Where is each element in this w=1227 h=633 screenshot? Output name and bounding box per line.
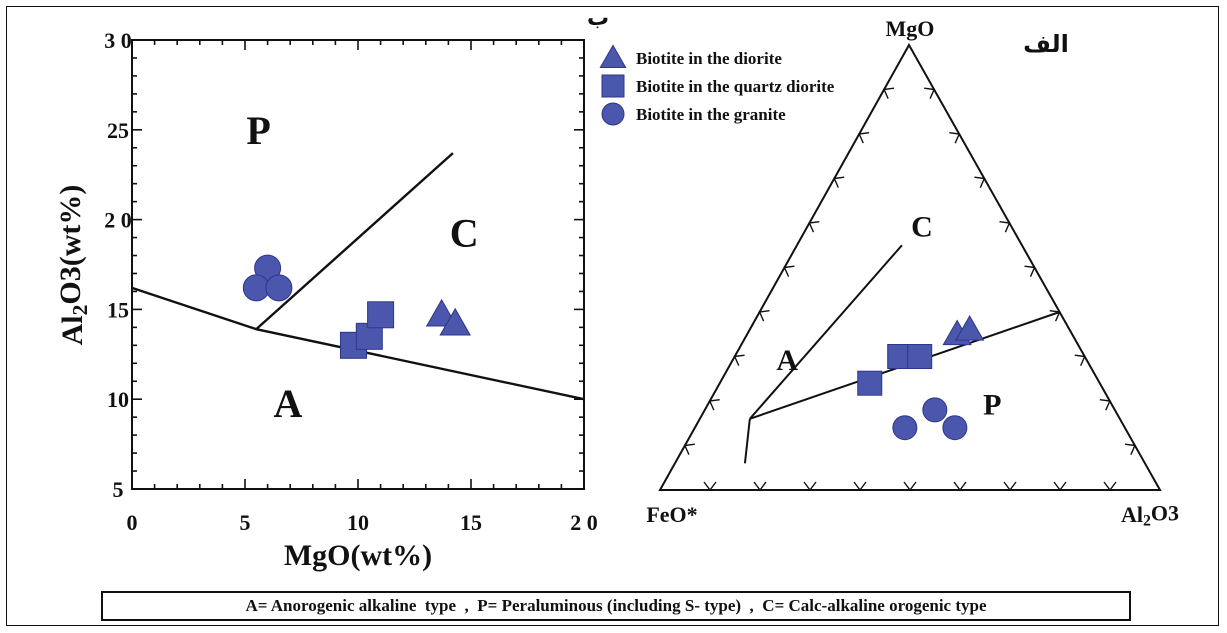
x-tick-label: 5 — [240, 510, 251, 535]
panel-label-left: ب — [587, 6, 609, 31]
ternary-tick — [753, 481, 767, 492]
legend-label: Biotite in the diorite — [636, 49, 782, 68]
ternary-diagram: C A P MgO FeO* Al2O3 الف — [646, 16, 1179, 529]
x-tick-label: 0 — [127, 510, 138, 535]
ternary-tick — [974, 176, 986, 188]
legend-marker-circle — [601, 102, 625, 126]
ternary-tick — [833, 176, 845, 188]
y-tick-label: 10 — [107, 387, 129, 412]
axis-ticks — [131, 39, 585, 490]
ternary-tick — [1124, 443, 1136, 455]
legend-label: Biotite in the quartz diorite — [636, 77, 835, 96]
ternary-tick — [758, 309, 770, 322]
ternary-tick — [858, 131, 870, 144]
ternary-field-label: P — [983, 388, 1001, 421]
y-axis-label: Al2O3(wt%) — [54, 185, 92, 346]
apex-label-left: FeO* — [646, 502, 697, 527]
ternary-tick — [1099, 399, 1111, 411]
data-point-square — [367, 301, 395, 329]
field-boundaries — [131, 152, 585, 401]
data-points — [242, 254, 471, 359]
legend-marker-triangle — [599, 44, 627, 68]
ternary-tick — [883, 87, 895, 99]
ternary-tick — [999, 221, 1011, 233]
ternary-point-triangle — [954, 314, 985, 341]
ternary-tick — [1074, 354, 1086, 366]
ternary-field-label: C — [911, 210, 933, 243]
ternary-field-label: A — [776, 344, 798, 377]
ternary-tick — [708, 398, 720, 411]
field-boundary-line — [255, 152, 454, 331]
y-tick-label: 2 0 — [104, 208, 132, 233]
y-tick-label: 5 — [113, 477, 124, 502]
x-tick-label: 2 0 — [570, 510, 598, 535]
data-point-circle — [265, 274, 293, 302]
ternary-tick — [808, 220, 820, 233]
ternary-point-circle — [922, 397, 948, 423]
ternary-point-square — [907, 344, 933, 369]
x-tick-label: 10 — [347, 510, 369, 535]
x-axis-label: MgO(wt%) — [284, 539, 432, 572]
x-tick-labels: 0 5 10 15 2 0 — [127, 510, 598, 535]
plot-area — [131, 39, 585, 490]
ternary-tick — [1103, 481, 1117, 492]
ternary-tick — [903, 481, 917, 492]
panel-label-right: الف — [1023, 30, 1069, 58]
field-label: P — [246, 108, 270, 153]
ternary-data-points — [857, 314, 985, 441]
ternary-ticks — [683, 87, 1136, 492]
legend: Biotite in the diorite Biotite in the qua… — [599, 44, 835, 126]
ternary-point-circle — [892, 415, 918, 441]
ternary-tick — [683, 443, 695, 455]
ternary-tick — [853, 481, 867, 492]
apex-label-right: Al2O3 — [1121, 501, 1179, 530]
ternary-point-circle — [942, 415, 968, 441]
legend-marker-square — [601, 74, 625, 98]
ternary-tick — [803, 481, 817, 492]
ternary-boundary-line — [749, 244, 903, 420]
ternary-tick — [949, 132, 961, 144]
footnote: A= Anorogenic alkaline type , P= Peralum… — [101, 591, 1131, 621]
ternary-boundary-line — [743, 418, 751, 464]
field-labels: P C A — [246, 108, 478, 426]
field-label: C — [450, 211, 479, 256]
y-tick-label: 15 — [107, 297, 129, 322]
ternary-tick — [953, 481, 967, 492]
ternary-tick — [783, 265, 795, 277]
y-tick-label: 3 0 — [104, 28, 132, 53]
data-point-triangle — [439, 307, 471, 336]
ternary-tick — [703, 481, 717, 492]
legend-label: Biotite in the granite — [636, 105, 786, 124]
ternary-tick — [1003, 481, 1017, 492]
ternary-tick — [924, 87, 936, 99]
x-tick-label: 15 — [460, 510, 482, 535]
y-tick-label: 25 — [107, 118, 129, 143]
figure-frame — [6, 6, 1219, 626]
ternary-field-labels: C A P — [776, 210, 1001, 421]
y-tick-labels: 5 10 15 2 0 25 3 0 — [104, 28, 132, 502]
ternary-tick — [1053, 481, 1067, 492]
ternary-point-square — [857, 370, 883, 396]
ternary-tick — [1024, 265, 1036, 277]
ternary-tick — [733, 354, 745, 366]
apex-label-top: MgO — [886, 16, 935, 41]
field-label: A — [273, 381, 302, 426]
